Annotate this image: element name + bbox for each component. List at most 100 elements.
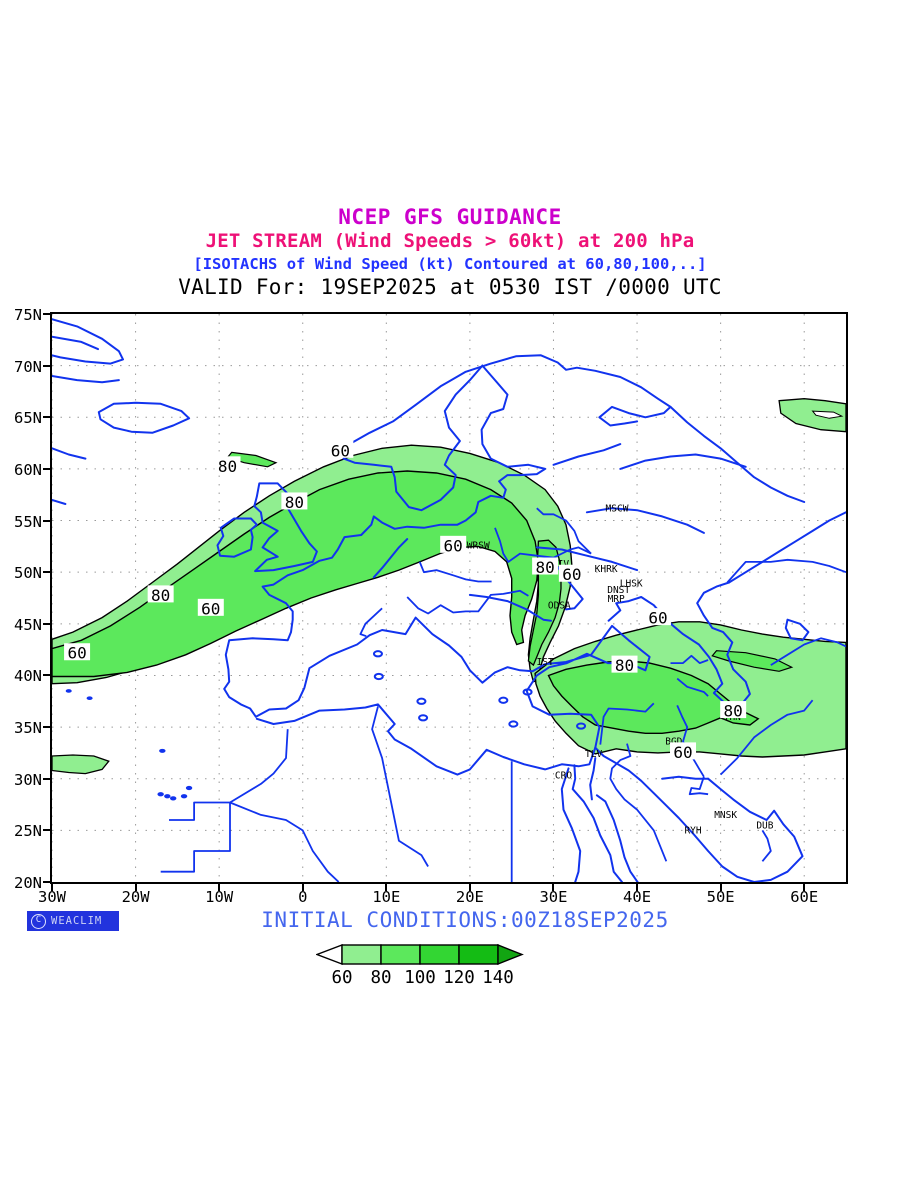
lat-tick-mark	[43, 571, 50, 574]
city-MRP: MRP	[608, 594, 625, 605]
lon-tick-mark	[803, 884, 806, 891]
contour-label-bg	[64, 643, 91, 661]
lat-tick-mark	[43, 519, 50, 522]
contour-label-bg	[644, 608, 671, 626]
contour-label-bg	[720, 701, 747, 719]
contour-label-bg	[281, 492, 308, 510]
contour-label-80: 80	[285, 493, 304, 512]
contour-label-bg	[611, 655, 638, 673]
lon-tick-10E: 10E	[372, 888, 401, 906]
map-canvas: MSCWWRSWKYIVKHRKLHSKDNSTMRPODSAISTTHNBGD…	[52, 314, 846, 882]
lon-tick-0: 0	[298, 888, 308, 906]
lat-tick-50N: 50N	[14, 564, 42, 583]
lon-tick-mark	[636, 884, 639, 891]
lat-tick-mark	[43, 364, 50, 367]
colorbar-tick-120: 120	[443, 968, 475, 988]
colorbar-tick-80: 80	[370, 968, 392, 988]
contour-label-80: 80	[724, 702, 743, 721]
lat-tick-mark	[43, 416, 50, 419]
city-BGD: BGD	[665, 737, 682, 748]
contour-label-60: 60	[648, 609, 667, 628]
contour-label-80: 80	[615, 656, 634, 675]
initial-conditions-text: INITIAL CONDITIONS:00Z18SEP2025	[0, 908, 900, 932]
city-IST: IST	[537, 657, 554, 668]
city-DUB: DUB	[756, 820, 773, 831]
city-CRO: CRO	[555, 771, 572, 782]
title-block: NCEP GFS GUIDANCE JET STREAM (Wind Speed…	[0, 205, 900, 300]
lat-tick-25N: 25N	[14, 822, 42, 841]
lat-tick-20N: 20N	[14, 874, 42, 892]
colorbar-block-0	[341, 944, 382, 965]
contour-label-60: 60	[673, 743, 692, 762]
city-WRSW: WRSW	[467, 540, 490, 551]
colorbar-tick-140: 140	[482, 968, 514, 988]
isotach-note: [ISOTACHS of Wind Speed (kt) Contoured a…	[193, 255, 707, 273]
colorbar-block-1	[380, 944, 421, 965]
contour-label-80: 80	[218, 457, 237, 476]
contour-label-bg	[197, 598, 224, 616]
city-RYH: RYH	[684, 825, 701, 836]
weaclim-label: WEACLIM	[51, 915, 103, 927]
lon-tick-mark	[468, 884, 471, 891]
contour-label-bg	[670, 742, 697, 760]
lat-tick-mark	[43, 829, 50, 832]
lon-tick-10W: 10W	[205, 888, 234, 906]
colorbar-right-arrow	[497, 944, 524, 966]
lat-tick-mark	[43, 467, 50, 470]
colorbar-left-arrow	[316, 944, 343, 966]
copyright-icon: C	[31, 913, 46, 929]
colorbar-tick-60: 60	[331, 968, 353, 988]
contour-label-60: 60	[67, 644, 86, 663]
contour-label-60: 60	[444, 536, 463, 555]
lon-tick-20E: 20E	[455, 888, 484, 906]
map-plot-area[interactable]: MSCWWRSWKYIVKHRKLHSKDNSTMRPODSAISTTHNBGD…	[50, 312, 848, 884]
contour-label-bg	[558, 564, 585, 582]
contour-label-60: 60	[562, 565, 581, 584]
initial-conditions-label: INITIAL CONDITIONS:00Z18SEP2025	[261, 908, 669, 932]
contour-label-80: 80	[535, 558, 554, 577]
lat-tick-35N: 35N	[14, 719, 42, 738]
lon-tick-mark	[301, 884, 304, 891]
lat-tick-55N: 55N	[14, 512, 42, 531]
lon-tick-60E: 60E	[790, 888, 819, 906]
weaclim-logo: C WEACLIM	[27, 911, 119, 931]
lon-tick-30E: 30E	[539, 888, 568, 906]
lat-tick-mark	[43, 674, 50, 677]
lon-tick-mark	[51, 884, 53, 891]
lat-tick-60N: 60N	[14, 460, 42, 479]
lat-tick-65N: 65N	[14, 409, 42, 428]
lat-tick-40N: 40N	[14, 667, 42, 686]
lon-tick-mark	[134, 884, 137, 891]
isotach-60-canary	[52, 754, 110, 775]
lat-tick-mark	[43, 777, 50, 780]
colorbar-block-2	[419, 944, 460, 965]
lat-tick-45N: 45N	[14, 615, 42, 634]
contour-label-bg	[327, 440, 354, 458]
colorbar-swatches	[316, 944, 524, 966]
lat-tick-mark	[43, 881, 50, 883]
colorbar: 60 80 100 120 140	[316, 944, 566, 988]
lon-tick-40E: 40E	[623, 888, 652, 906]
contour-label-bg	[214, 456, 241, 474]
valid-time: VALID For: 19SEP2025 at 0530 IST /0000 U…	[178, 275, 722, 299]
lon-tick-20W: 20W	[121, 888, 150, 906]
coastlines	[52, 318, 846, 882]
contour-labels: 60 60 80 80 80 60 60 80 60 60 80 80 60	[64, 440, 747, 762]
lon-tick-30W: 30W	[38, 888, 66, 906]
city-TLV: TLV	[585, 749, 602, 760]
contour-label-80: 80	[151, 586, 170, 605]
colorbar-block-3	[458, 944, 499, 965]
lat-tick-30N: 30N	[14, 770, 42, 789]
city-MSCW: MSCW	[606, 503, 629, 514]
contour-label-60: 60	[331, 441, 350, 460]
city-LHSK: LHSK	[620, 579, 643, 590]
contour-label-bg	[147, 585, 174, 603]
isotach-80-caspian	[547, 660, 760, 734]
city-MNSK: MNSK	[714, 810, 737, 821]
isotach-hole-northeast	[811, 410, 844, 419]
contour-label-bg	[440, 535, 467, 553]
contour-label-bg	[532, 557, 559, 575]
lat-tick-75N: 75N	[14, 306, 42, 324]
lon-tick-mark	[719, 884, 722, 891]
product-title: JET STREAM (Wind Speeds > 60kt) at 200 h…	[205, 230, 695, 252]
